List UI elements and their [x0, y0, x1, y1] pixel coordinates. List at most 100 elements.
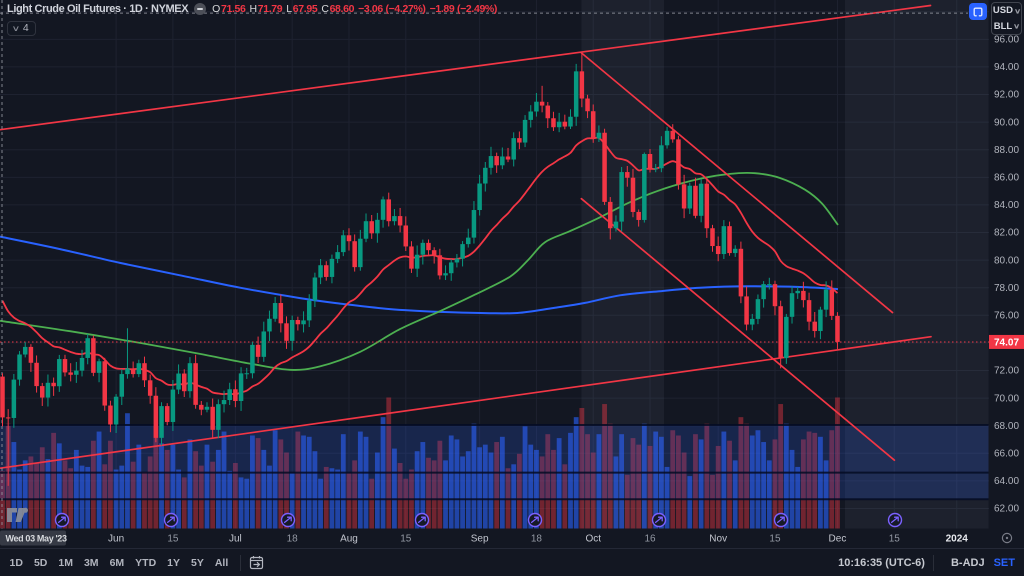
trendline-channel-upper[interactable]	[580, 51, 894, 314]
candlestick-series[interactable]	[0, 52, 840, 486]
volume-bar	[56, 443, 62, 529]
volume-bar	[562, 464, 568, 529]
expiry-marker-icon[interactable]	[887, 512, 903, 528]
volume-bar	[34, 463, 39, 529]
ma-fast-red-line[interactable]	[1, 136, 839, 396]
range-button-1m[interactable]: 1M	[58, 556, 73, 569]
candle-body	[471, 210, 477, 238]
trendline-support-ascending[interactable]	[0, 335, 932, 470]
volume-bar	[545, 434, 551, 529]
expiry-marker-icon[interactable]	[414, 512, 430, 528]
range-button-5d[interactable]: 5D	[33, 556, 48, 569]
unit-dropdown[interactable]: BLL ∨	[992, 19, 1021, 35]
range-button-ytd[interactable]: YTD	[135, 556, 157, 569]
volume-bar	[806, 431, 812, 529]
candle-body	[289, 319, 295, 341]
volume-bar	[301, 435, 306, 529]
candle-body	[130, 368, 136, 375]
candle-body	[466, 237, 471, 245]
time-axis-label: 18	[531, 534, 543, 545]
volume-bar	[710, 474, 715, 529]
candle-body	[28, 346, 34, 363]
range-button-1d[interactable]: 1D	[9, 556, 23, 569]
indicators-collapsed-toggle[interactable]: ∨ 4	[7, 21, 36, 36]
candle-body	[772, 284, 778, 307]
time-axis-label: Jul	[229, 534, 242, 545]
expiry-marker-icon[interactable]	[773, 512, 789, 528]
range-button-all[interactable]: All	[214, 556, 229, 569]
trendline-channel-lower[interactable]	[580, 197, 896, 462]
currency-dropdown[interactable]: USD ∨	[992, 3, 1021, 19]
candle-body	[341, 235, 346, 253]
range-button-3m[interactable]: 3M	[83, 556, 99, 569]
volume-bar	[670, 430, 676, 529]
candle-body	[551, 118, 556, 128]
volume-bar	[551, 449, 556, 529]
go-to-date-icon[interactable]	[249, 555, 266, 571]
expiry-marker-icon[interactable]	[527, 512, 543, 528]
candle-body	[426, 242, 431, 251]
candle-body	[170, 389, 176, 422]
candle-body	[647, 153, 653, 169]
hide-symbol-icon[interactable]	[194, 3, 207, 15]
last-price-badge	[989, 334, 1024, 349]
trendline-drawings[interactable]	[0, 4, 932, 470]
expiry-marker-icon[interactable]	[163, 512, 179, 528]
ma-slow-blue-line[interactable]	[0, 235, 839, 315]
range-button-1y[interactable]: 1Y	[167, 556, 180, 569]
symbol-title[interactable]: Light Crude Oil Futures · 1D · NYMEX	[7, 3, 189, 15]
rectangle-drawing[interactable]	[0, 424, 989, 501]
clock[interactable]: 10:16:35 (UTC-6)	[838, 557, 925, 569]
volume-bar	[90, 440, 96, 529]
ma-green-line[interactable]	[0, 171, 839, 371]
publish-button[interactable]	[969, 3, 987, 20]
candle-body	[392, 216, 397, 222]
volume-bar	[147, 456, 153, 529]
volume-bar	[142, 472, 147, 529]
candle-body	[710, 228, 715, 247]
axis-settings-icon[interactable]	[1001, 532, 1013, 544]
candle-body	[630, 177, 636, 212]
candle-body	[715, 246, 721, 255]
volume-bar	[386, 397, 392, 529]
candle-body	[221, 400, 227, 405]
volume-bar	[62, 460, 68, 529]
expiry-marker-icon[interactable]	[280, 512, 296, 528]
toolbar-divider	[239, 554, 241, 571]
candle-body	[119, 374, 125, 397]
volume-bar	[596, 434, 602, 529]
candle-body	[301, 320, 306, 325]
volume-bar	[624, 474, 630, 529]
candle-body	[22, 346, 28, 355]
volume-bar	[397, 463, 403, 529]
volume-bar	[835, 397, 840, 529]
time-axis-label: Jun	[108, 534, 124, 545]
symbol-legend[interactable]: Light Crude Oil Futures · 1D · NYMEX O71…	[7, 3, 497, 15]
range-button-6m[interactable]: 6M	[109, 556, 125, 569]
expiry-marker-icon[interactable]	[54, 512, 70, 528]
range-button-5y[interactable]: 5Y	[191, 556, 204, 569]
time-axis-label: Aug	[340, 534, 358, 545]
candle-body	[568, 116, 573, 127]
session-toggle[interactable]: SET	[993, 556, 1015, 569]
candle-body	[812, 321, 817, 332]
candle-body	[329, 258, 335, 277]
trendline-rising-wedge-upper[interactable]	[0, 4, 932, 131]
expiry-marker-icon[interactable]	[651, 512, 667, 528]
time-axis[interactable]: Jun 15 Jul 18 Aug 15 Sep 18 Oct 16 Nov 15 Dec 15 2024 W…	[0, 529, 1024, 548]
volume-bar	[437, 440, 443, 529]
candle-body	[676, 139, 681, 185]
adjustment-toggle[interactable]: B-ADJ	[950, 556, 985, 569]
volume-bar	[159, 443, 164, 529]
tradingview-logo[interactable]	[7, 507, 28, 522]
volume-bar	[488, 452, 494, 529]
price-axis-label: 68.00	[994, 421, 1019, 432]
candle-body	[778, 306, 783, 359]
volume-bar	[829, 430, 835, 529]
price-axis-label: 84.00	[994, 200, 1019, 211]
candle-body	[68, 372, 73, 375]
candle-body	[795, 290, 800, 294]
price-axis[interactable]: 96.00 94.00 92.00 90.00 88.00 86.00 84.00 82.00…	[989, 0, 1024, 529]
candle-body	[494, 156, 499, 166]
